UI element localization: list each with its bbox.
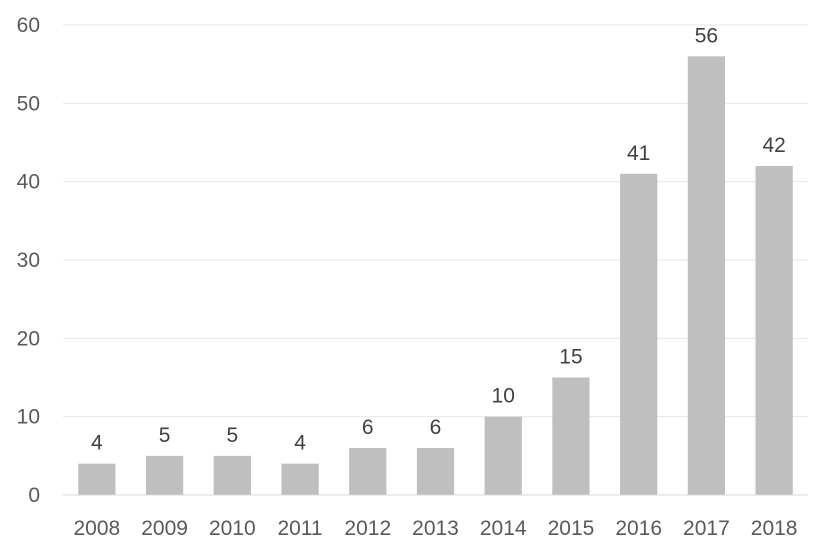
y-tick-label: 20 <box>17 327 40 350</box>
data-label-2013: 6 <box>430 416 442 439</box>
bar-2010 <box>213 455 251 495</box>
bars <box>78 56 793 496</box>
x-tick-label: 2016 <box>615 517 662 540</box>
y-tick-label: 0 <box>28 484 40 507</box>
x-tick-label: 2008 <box>74 517 121 540</box>
y-axis-ticks: 0 10 20 30 40 50 60 <box>17 14 40 507</box>
bar-2017 <box>687 56 726 495</box>
y-tick-label: 60 <box>17 14 40 37</box>
data-label-2010: 5 <box>226 424 238 447</box>
data-label-2018: 42 <box>762 134 785 157</box>
x-tick-label: 2010 <box>209 517 256 540</box>
data-label-2008: 4 <box>91 432 103 455</box>
x-axis-ticks: 2008 2009 2010 2011 2012 2013 2014 2015 2016 2017… <box>74 517 798 540</box>
bar-2009 <box>145 455 184 495</box>
y-tick-label: 50 <box>17 92 40 115</box>
data-labels: 4 5 5 4 6 6 10 15 41 56 42 <box>91 24 786 454</box>
x-tick-label: 2013 <box>412 517 459 540</box>
bar-2014 <box>484 416 522 495</box>
bar-2018 <box>755 166 793 495</box>
bar-2012 <box>349 448 387 495</box>
y-tick-label: 40 <box>17 171 40 194</box>
y-tick-label: 10 <box>17 406 40 429</box>
x-tick-label: 2011 <box>277 517 322 540</box>
x-tick-label: 2009 <box>141 517 188 540</box>
data-label-2011: 4 <box>294 432 306 455</box>
bar-2016 <box>620 173 658 496</box>
data-label-2014: 10 <box>492 385 515 408</box>
bar-2015 <box>552 377 590 495</box>
data-label-2015: 15 <box>559 346 582 369</box>
x-tick-label: 2014 <box>480 517 527 540</box>
y-tick-label: 30 <box>17 249 40 272</box>
data-label-2017: 56 <box>695 24 718 47</box>
x-tick-label: 2018 <box>751 517 798 540</box>
x-tick-label: 2017 <box>683 517 730 540</box>
bar-2013 <box>416 448 455 495</box>
x-tick-label: 2015 <box>548 517 595 540</box>
x-tick-label: 2012 <box>344 517 391 540</box>
data-label-2016: 41 <box>627 142 650 165</box>
gridlines <box>63 24 808 418</box>
bar-2011 <box>281 463 319 495</box>
data-label-2009: 5 <box>159 424 171 447</box>
data-label-2012: 6 <box>362 416 374 439</box>
bar-2008 <box>78 463 116 495</box>
